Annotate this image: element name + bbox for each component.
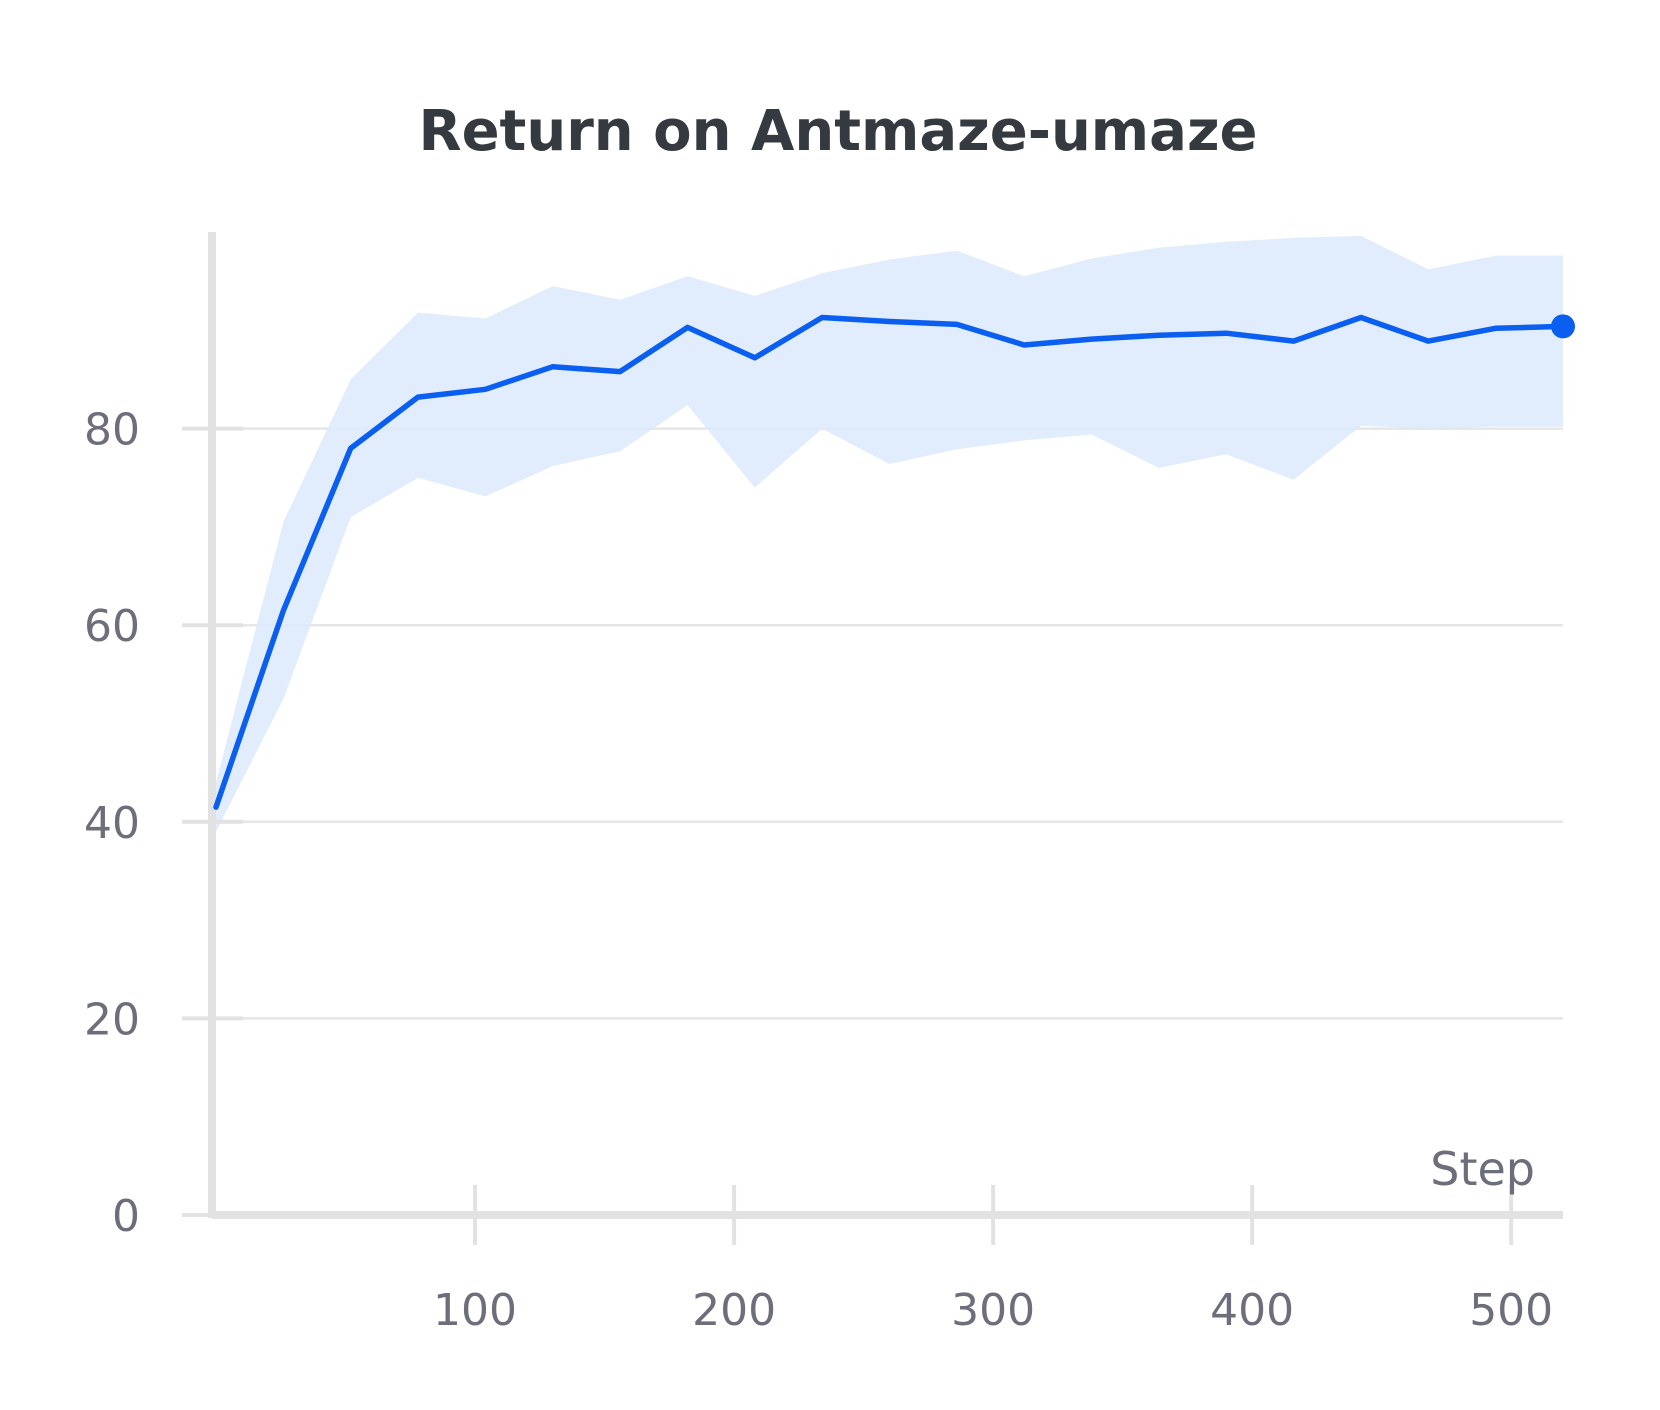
series-point — [1495, 328, 1496, 329]
x-tick-label-200: 200 — [692, 1285, 776, 1336]
series-point — [1428, 341, 1429, 342]
axes — [182, 232, 1563, 1245]
tick-labels: 0 20 40 60 80 100 200 300 400 500 — [84, 405, 1553, 1336]
x-tick-label-300: 300 — [951, 1285, 1035, 1336]
series-point — [1226, 333, 1227, 334]
series-point — [1091, 339, 1092, 340]
series-point — [216, 807, 217, 808]
series-point — [1293, 341, 1294, 342]
x-tick-label-100: 100 — [433, 1285, 517, 1336]
series-endpoint-marker — [1551, 314, 1575, 339]
series-point — [350, 448, 351, 449]
series-point — [283, 610, 284, 611]
series-point — [687, 327, 688, 328]
y-tick-label-20: 20 — [84, 994, 140, 1045]
x-tick-label-400: 400 — [1210, 1285, 1294, 1336]
series-point — [1360, 317, 1361, 318]
confidence-band — [216, 235, 1563, 832]
chart-title: Return on Antmaze-umaze — [418, 99, 1257, 164]
series-line-group — [213, 314, 1575, 810]
series-line — [213, 314, 1566, 810]
confidence-band-group — [216, 235, 1563, 832]
x-tick-label-500: 500 — [1469, 1285, 1553, 1336]
grid-lines — [216, 427, 1563, 1020]
y-tick-label-40: 40 — [84, 798, 140, 849]
y-tick-label-0: 0 — [112, 1191, 140, 1242]
series-point — [1024, 345, 1025, 346]
series-point — [754, 357, 755, 358]
series-point — [552, 366, 553, 367]
series-point — [1158, 335, 1159, 336]
series-point — [620, 371, 621, 372]
series-point — [418, 397, 419, 398]
x-axis-label: Step — [1430, 1142, 1535, 1196]
series-point — [956, 324, 957, 325]
y-tick-label-60: 60 — [84, 601, 140, 652]
y-tick-label-80: 80 — [84, 405, 140, 456]
series-point — [822, 317, 823, 318]
series-point — [485, 389, 486, 390]
series-point — [889, 321, 890, 322]
